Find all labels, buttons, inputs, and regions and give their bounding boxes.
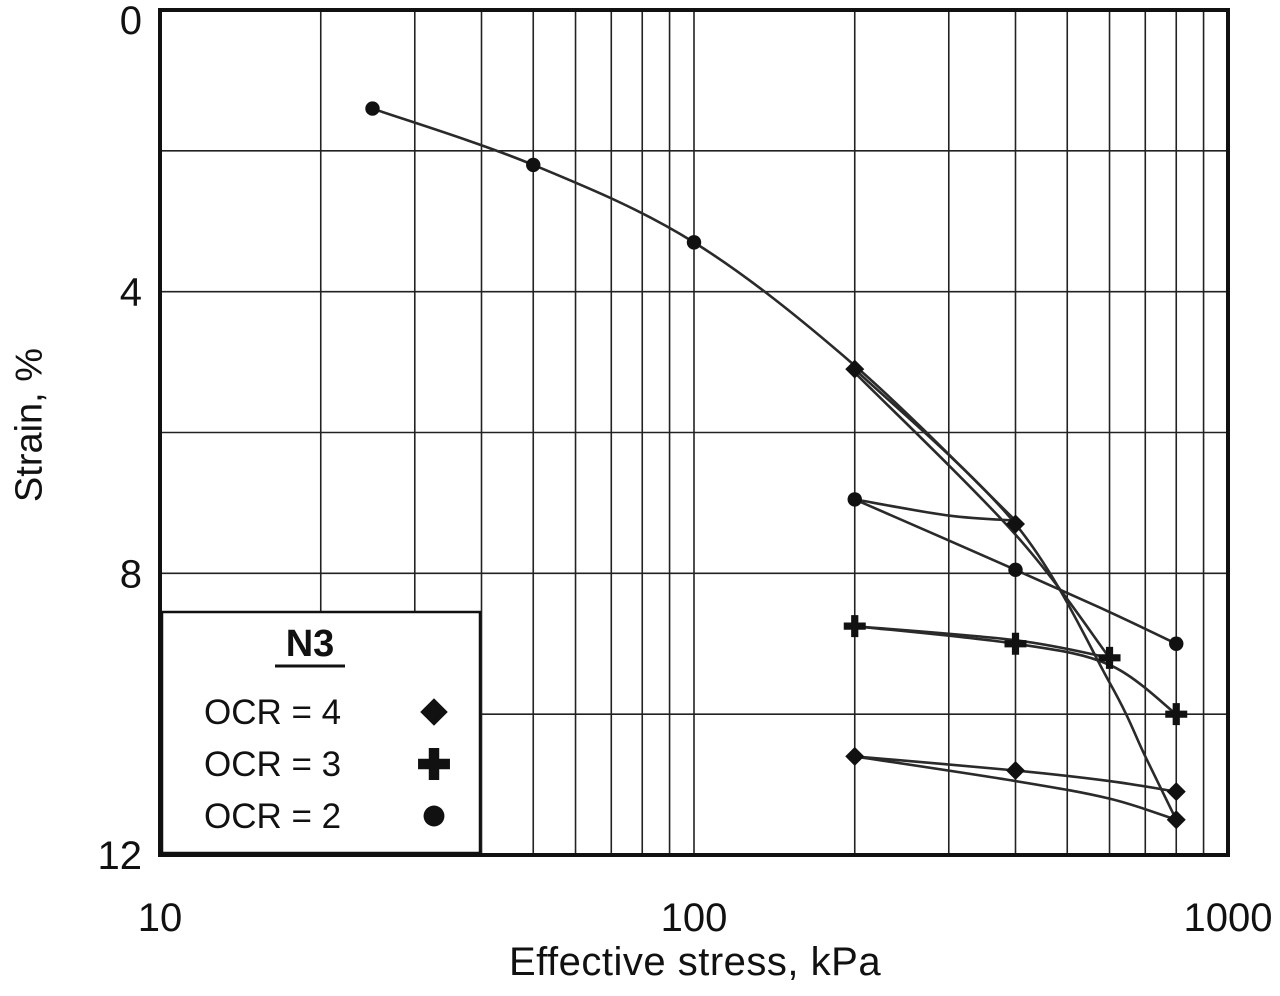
circle-marker-icon: [1169, 636, 1184, 651]
curve-plus-reload: [854, 624, 1178, 716]
diamond-marker-icon: [1006, 514, 1025, 534]
diamond-marker-icon: [1006, 761, 1025, 780]
legend-label-diamond: OCR = 4: [204, 693, 341, 732]
curve-plus-load: [853, 371, 1111, 659]
plus-marker-icon: [843, 615, 866, 638]
circle-marker-icon: [526, 157, 541, 173]
legend-label-circle: OCR = 2: [204, 797, 341, 836]
x-tick-label: 100: [661, 896, 728, 940]
legend-label-plus: OCR = 3: [204, 745, 341, 784]
series-circle: [365, 101, 1184, 651]
tick-labels: 10 100 1000 0 4 8 12: [98, 0, 1273, 940]
axes-frame: [158, 8, 1230, 857]
circle-marker-icon: [847, 492, 862, 507]
legend-title: N3: [286, 623, 335, 665]
diamond-marker-icon: [1166, 810, 1186, 830]
curve-diamond-load: [853, 368, 1178, 821]
curve-circle-reload: [854, 498, 1177, 645]
y-tick-label: 4: [120, 271, 142, 315]
plot-border: [158, 8, 1230, 857]
y-tick-label: 12: [98, 834, 143, 878]
grid-lines: [160, 10, 1228, 855]
diamond-marker-icon: [845, 359, 865, 379]
y-tick-label: 8: [120, 552, 142, 596]
circle-marker-icon: [423, 805, 445, 827]
diamond-marker-icon: [420, 698, 448, 726]
legend: N3 OCR = 4 OCR = 3 OCR = 2: [160, 610, 482, 855]
diamond-marker-icon: [845, 746, 865, 766]
plus-marker-icon: [1004, 632, 1027, 655]
plus-marker-icon: [1165, 703, 1188, 726]
circle-marker-icon: [686, 235, 702, 250]
curve-diamond-unload: [854, 755, 1177, 822]
x-tick-label: 1000: [1184, 896, 1273, 940]
x-axis-title: Effective stress, kPa: [508, 940, 882, 984]
x-tick-label: 10: [138, 896, 183, 940]
y-tick-label: 0: [120, 0, 142, 43]
diamond-marker-icon: [1166, 782, 1186, 802]
plus-marker-icon: [418, 748, 450, 780]
series-plus: [843, 371, 1188, 726]
curve-diamond-reload: [854, 755, 1177, 793]
circle-marker-icon: [1008, 562, 1023, 578]
y-axis-title: Strain, %: [8, 347, 51, 503]
series-diamond: [845, 359, 1186, 830]
plus-marker-icon: [1098, 646, 1121, 669]
circle-marker-icon: [365, 101, 380, 116]
